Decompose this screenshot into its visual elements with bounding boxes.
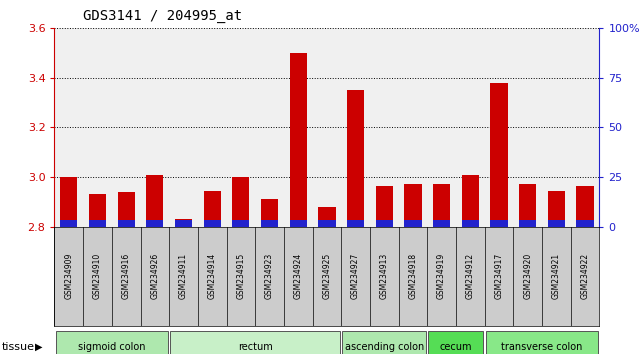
- Bar: [433, 184, 450, 227]
- Text: ascending colon: ascending colon: [345, 342, 424, 352]
- Bar: [175, 221, 192, 227]
- Bar: [60, 177, 78, 227]
- Bar: [290, 53, 307, 227]
- Bar: [347, 221, 364, 227]
- Text: GSM234924: GSM234924: [294, 253, 303, 299]
- Text: transverse colon: transverse colon: [501, 342, 583, 352]
- Text: GDS3141 / 204995_at: GDS3141 / 204995_at: [83, 9, 242, 23]
- Text: GSM234927: GSM234927: [351, 253, 360, 299]
- Bar: [404, 184, 422, 227]
- Bar: [261, 221, 278, 227]
- Text: rectum: rectum: [238, 342, 272, 352]
- Text: GSM234917: GSM234917: [494, 253, 503, 299]
- Text: GSM234914: GSM234914: [208, 253, 217, 299]
- Bar: [576, 186, 594, 227]
- Text: ▶: ▶: [35, 342, 43, 352]
- Bar: [204, 191, 221, 227]
- Text: GSM234913: GSM234913: [379, 253, 388, 299]
- Bar: [347, 90, 364, 227]
- FancyBboxPatch shape: [486, 331, 598, 354]
- Text: GSM234921: GSM234921: [552, 253, 561, 299]
- Bar: [319, 207, 335, 227]
- Bar: [232, 221, 249, 227]
- Text: GSM234922: GSM234922: [581, 253, 590, 299]
- Bar: [462, 175, 479, 227]
- Text: GSM234920: GSM234920: [523, 253, 532, 299]
- Bar: [117, 221, 135, 227]
- Text: GSM234910: GSM234910: [93, 253, 102, 299]
- Bar: [547, 191, 565, 227]
- Bar: [89, 194, 106, 227]
- Bar: [60, 221, 78, 227]
- Bar: [290, 221, 307, 227]
- Text: tissue: tissue: [2, 342, 35, 352]
- Bar: [547, 221, 565, 227]
- Text: GSM234909: GSM234909: [64, 253, 73, 299]
- Bar: [146, 175, 163, 227]
- FancyBboxPatch shape: [428, 331, 483, 354]
- Bar: [404, 221, 422, 227]
- Bar: [376, 186, 393, 227]
- Bar: [519, 221, 537, 227]
- Bar: [232, 177, 249, 227]
- Text: GSM234911: GSM234911: [179, 253, 188, 299]
- FancyBboxPatch shape: [56, 331, 168, 354]
- Bar: [261, 199, 278, 227]
- Text: GSM234926: GSM234926: [151, 253, 160, 299]
- Bar: [89, 221, 106, 227]
- Text: GSM234916: GSM234916: [122, 253, 131, 299]
- Bar: [433, 221, 450, 227]
- Bar: [146, 221, 163, 227]
- Text: sigmoid colon: sigmoid colon: [78, 342, 146, 352]
- Text: cecum: cecum: [440, 342, 472, 352]
- Bar: [576, 221, 594, 227]
- FancyBboxPatch shape: [171, 331, 340, 354]
- Text: GSM234918: GSM234918: [408, 253, 417, 299]
- Bar: [204, 221, 221, 227]
- FancyBboxPatch shape: [342, 331, 426, 354]
- Bar: [462, 221, 479, 227]
- Text: GSM234912: GSM234912: [466, 253, 475, 299]
- Text: GSM234919: GSM234919: [437, 253, 446, 299]
- Bar: [490, 221, 508, 227]
- Bar: [490, 83, 508, 227]
- Bar: [376, 221, 393, 227]
- Text: GSM234915: GSM234915: [237, 253, 246, 299]
- Text: GSM234925: GSM234925: [322, 253, 331, 299]
- Text: GSM234923: GSM234923: [265, 253, 274, 299]
- Bar: [519, 184, 537, 227]
- Bar: [319, 221, 335, 227]
- Bar: [175, 219, 192, 227]
- Bar: [117, 192, 135, 227]
